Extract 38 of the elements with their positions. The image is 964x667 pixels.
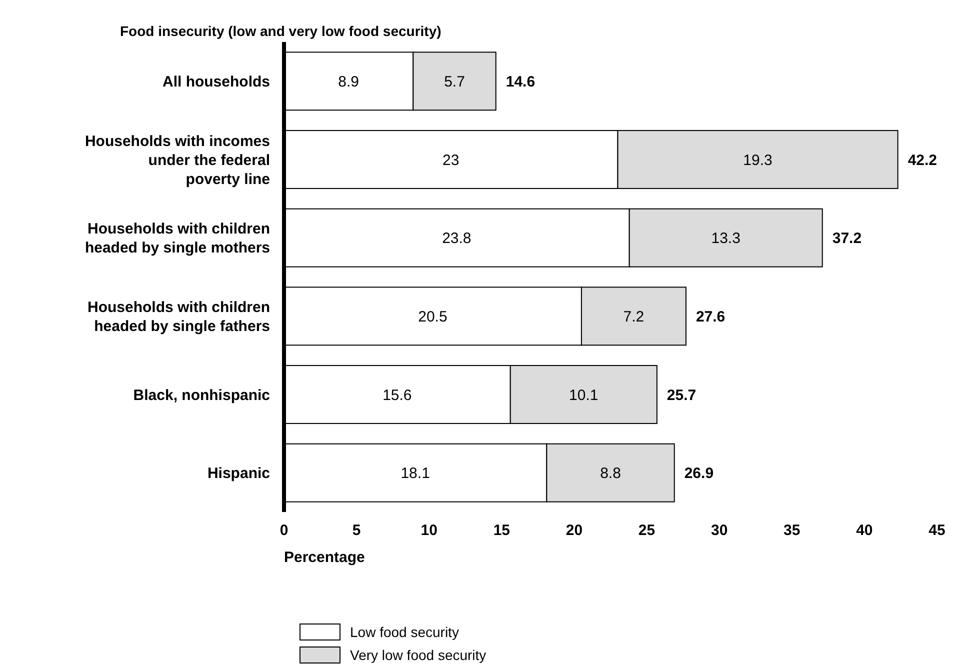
- legend-label: Low food security: [350, 624, 459, 640]
- x-tick-label: 0: [280, 522, 288, 539]
- x-tick-label: 10: [420, 522, 438, 539]
- data-label: 8.9: [338, 73, 360, 90]
- data-label: 5.7: [444, 73, 465, 90]
- legend-label: Very low food security: [350, 646, 486, 663]
- data-label: 20.5: [418, 308, 448, 326]
- total-label: 27.6: [696, 308, 726, 326]
- x-tick-label: 25: [638, 522, 656, 539]
- total-label: 25.7: [666, 386, 696, 404]
- data-label: 15.6: [382, 386, 412, 404]
- x-tick-label: 20: [566, 522, 583, 539]
- total-label: 14.6: [506, 73, 536, 90]
- y-tick-label: All households: [162, 73, 270, 90]
- data-label: 13.3: [711, 230, 740, 248]
- total-label: 42.2: [908, 152, 938, 169]
- data-label: 10.1: [569, 386, 598, 404]
- x-tick-label: 30: [710, 522, 728, 539]
- y-tick-label: Black, nonhispanic: [133, 386, 270, 404]
- chart-title: Food insecurity (low and very low food security): [120, 23, 442, 39]
- data-label: 8.8: [600, 465, 621, 482]
- data-label: 7.2: [623, 308, 644, 326]
- total-label: 26.9: [684, 465, 714, 482]
- x-tick-label: 35: [784, 522, 800, 539]
- x-tick-label: 5: [352, 522, 361, 539]
- data-label: 23: [442, 152, 460, 169]
- data-label: 23.8: [442, 230, 472, 248]
- y-tick-label: Households with children headed by single fathers: [87, 298, 270, 335]
- x-axis-title: Percentage: [284, 549, 365, 566]
- x-tick-label: 45: [928, 522, 946, 539]
- y-tick-label: Hispanic: [207, 465, 270, 482]
- data-label: 19.3: [743, 152, 772, 169]
- x-tick-label: 40: [856, 522, 873, 539]
- y-tick-label: Households with children headed by single mothers: [84, 220, 270, 257]
- data-label: 18.1: [400, 465, 430, 482]
- x-tick-label: 15: [493, 522, 510, 539]
- y-tick-label: Households with incomes under the federal poverty line: [84, 132, 270, 188]
- total-label: 37.2: [832, 230, 862, 248]
